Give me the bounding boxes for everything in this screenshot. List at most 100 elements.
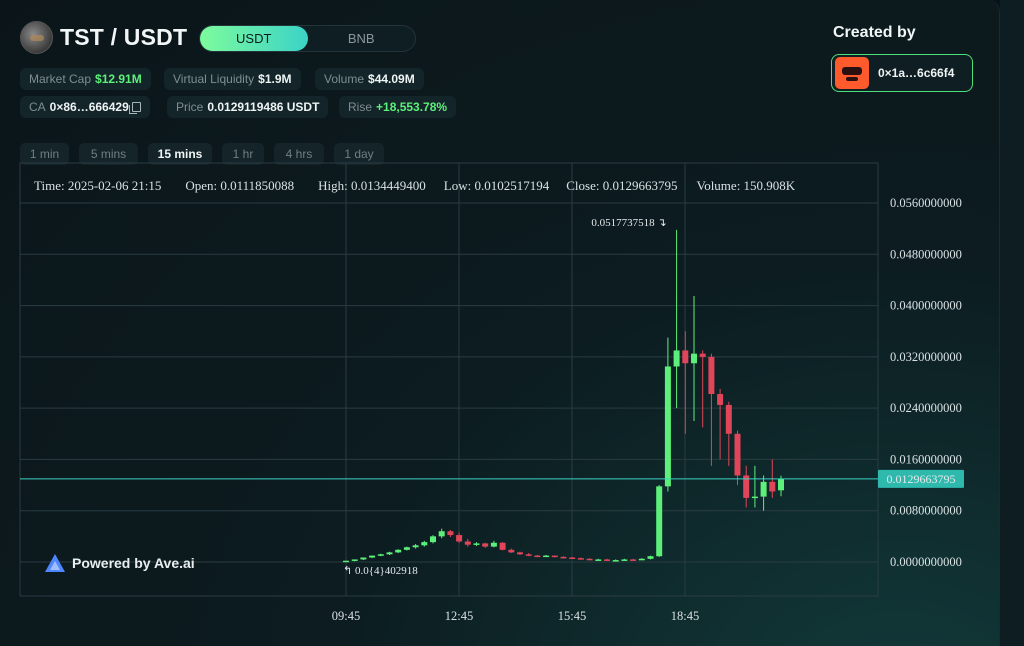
timeframe-15mins[interactable]: 15 mins xyxy=(148,143,212,165)
y-tick-label: 0.0240000000 xyxy=(890,401,962,415)
candle-body xyxy=(569,557,576,560)
virtual-liquidity-stat: Virtual Liquidity $1.9M xyxy=(164,68,301,90)
candle-body xyxy=(464,541,471,545)
candle-body xyxy=(751,496,758,499)
pair-title: TST / USDT xyxy=(60,24,188,50)
candles xyxy=(343,229,784,563)
candle-body xyxy=(577,558,584,560)
candle-body xyxy=(351,559,358,561)
candle-body xyxy=(456,535,463,542)
ave-logo-icon xyxy=(45,554,65,572)
candle-body xyxy=(430,536,436,543)
y-tick-label: 0.0080000000 xyxy=(890,504,962,518)
timeframe-1day[interactable]: 1 day xyxy=(334,143,384,165)
powered-by-badge[interactable]: Powered by Ave.ai xyxy=(44,553,195,573)
y-tick-label: 0.0560000000 xyxy=(890,196,962,210)
candle-body xyxy=(691,353,697,364)
panel-edge xyxy=(1000,0,1024,646)
min-price-label: ↰ 0.0{4}402918 xyxy=(343,565,418,577)
timeframe-1min[interactable]: 1 min xyxy=(20,143,69,165)
candle-body xyxy=(525,554,532,556)
chart-annotations: 0.0129663795 0.0517737518 ↴ ↰ 0.0{4}402918 xyxy=(20,217,964,577)
y-tick-label: 0.0480000000 xyxy=(890,247,962,261)
creator-address: 0×1a…6c66f4 xyxy=(878,66,955,80)
candle-body xyxy=(438,531,445,537)
candle-body xyxy=(560,556,567,559)
ohlc-close: Close: 0.0129663795 xyxy=(566,178,678,193)
max-price-label: 0.0517737518 ↴ xyxy=(591,217,666,229)
candle-body xyxy=(421,542,428,546)
candle-body xyxy=(621,559,628,561)
rise-stat: Rise +18,553.78% xyxy=(339,96,457,118)
ohlc-open: Open: 0.0111850088 xyxy=(185,178,295,193)
candle-body xyxy=(586,558,593,561)
candle-body xyxy=(499,542,506,550)
volume-stat: Volume $44.09M xyxy=(315,68,424,90)
candle-body xyxy=(490,542,497,547)
rise-value: +18,553.78% xyxy=(376,100,448,114)
token-panel xyxy=(0,0,1000,646)
candle-body xyxy=(551,555,558,558)
quote-option-bnb[interactable]: BNB xyxy=(347,31,375,46)
candle-body xyxy=(699,353,706,357)
plot-border xyxy=(19,162,879,597)
price-label: Price xyxy=(176,100,204,114)
volume-label: Volume xyxy=(324,72,365,86)
candle-body xyxy=(395,549,402,553)
candle-body xyxy=(343,560,349,563)
creator-chip[interactable]: 0×1a…6c66f4 xyxy=(831,54,973,92)
ohlc-readout: Time: 2025-02-06 21:15 Open: 0.011185008… xyxy=(34,178,795,194)
candle-body xyxy=(447,531,454,536)
candle-body xyxy=(403,547,410,550)
contract-address-label: CA xyxy=(29,100,46,114)
ohlc-time: Time: 2025-02-06 21:15 xyxy=(34,178,162,193)
candle-body xyxy=(377,554,384,556)
candle-body xyxy=(760,481,767,497)
y-tick-label: 0.0320000000 xyxy=(890,350,962,364)
y-axis-labels: 0.0560000000 0.0480000000 0.0400000000 0.03… xyxy=(890,196,962,569)
candle-body xyxy=(604,559,610,561)
x-tick-label: 18:45 xyxy=(671,609,699,623)
candle-body xyxy=(769,481,776,492)
contract-address-value: 0×86…666429 xyxy=(49,100,129,114)
candle-body xyxy=(595,559,602,561)
market-cap-value: $12.91M xyxy=(95,72,142,86)
created-by-title: Created by xyxy=(833,24,916,41)
candle-body xyxy=(778,478,784,491)
timeframe-5mins[interactable]: 5 mins xyxy=(79,143,138,165)
candle-body xyxy=(664,366,671,487)
candle-body xyxy=(647,556,654,559)
last-price-label: 0.0129663795 xyxy=(887,472,956,486)
candle-body xyxy=(473,543,480,545)
contract-address-stat[interactable]: CA 0×86…666429 xyxy=(20,96,150,118)
copy-icon[interactable] xyxy=(128,102,141,114)
candle-body xyxy=(612,560,619,562)
y-tick-label: 0.0000000000 xyxy=(890,555,962,569)
quote-toggle[interactable]: USDT BNB xyxy=(199,25,416,52)
last-price-tag xyxy=(878,469,964,488)
candle-body xyxy=(708,356,715,395)
candle-body xyxy=(673,350,680,367)
x-tick-label: 15:45 xyxy=(558,609,586,623)
timeframe-1hr[interactable]: 1 hr xyxy=(222,143,264,165)
quote-option-usdt[interactable]: USDT xyxy=(200,26,308,51)
ohlc-low: Low: 0.0102517194 xyxy=(443,178,550,193)
candle-body xyxy=(482,543,489,547)
x-tick-label: 09:45 xyxy=(332,609,360,623)
candle-body xyxy=(725,404,732,434)
timeframe-4hrs[interactable]: 4 hrs xyxy=(274,143,324,165)
market-cap-label: Market Cap xyxy=(29,72,92,86)
candle-body xyxy=(734,433,741,476)
volume-value: $44.09M xyxy=(368,72,415,86)
price-value: 0.0129119486 USDT xyxy=(207,100,320,114)
candle-body xyxy=(360,557,367,560)
timeframe-selector: 1 min 5 mins 15 mins 1 hr 4 hrs 1 day xyxy=(20,143,384,165)
candle-body xyxy=(682,350,689,364)
price-chart[interactable]: 0.0560000000 0.0480000000 0.0400000000 0.03… xyxy=(0,0,1000,646)
candle-body xyxy=(386,552,393,555)
candle-body xyxy=(717,394,724,405)
x-tick-label: 12:45 xyxy=(445,609,473,623)
chart-grid xyxy=(19,162,879,597)
market-cap-stat: Market Cap $12.91M xyxy=(20,68,151,90)
y-tick-label: 0.0160000000 xyxy=(890,452,962,466)
